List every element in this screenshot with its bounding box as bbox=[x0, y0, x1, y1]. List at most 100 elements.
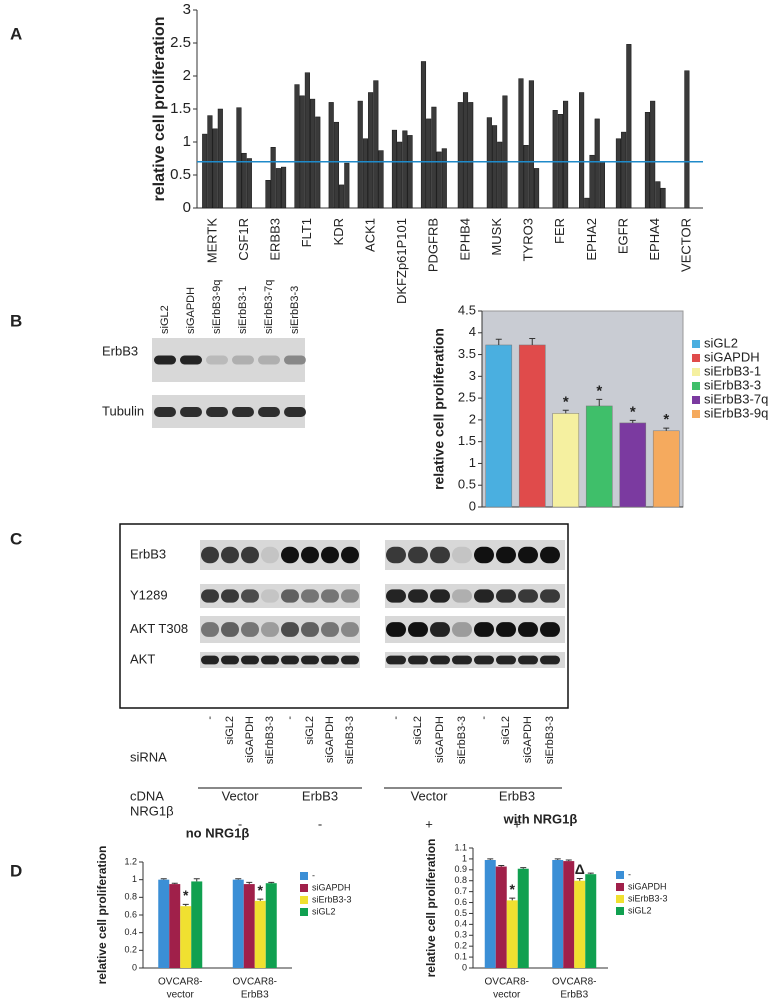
error-bar bbox=[509, 897, 516, 901]
legend-label: - bbox=[312, 870, 315, 880]
blot-band bbox=[430, 589, 450, 603]
legend-swatch bbox=[692, 354, 700, 362]
nrg-group: + bbox=[513, 816, 521, 831]
bar bbox=[294, 84, 300, 209]
legend-swatch bbox=[616, 883, 624, 891]
blot-band bbox=[518, 655, 538, 665]
bar bbox=[158, 879, 170, 968]
x-tick-label: MUSK bbox=[489, 218, 504, 256]
lane-label: siErbB3-3 bbox=[544, 716, 556, 764]
bar bbox=[517, 868, 529, 968]
bar bbox=[441, 148, 447, 209]
bar bbox=[304, 72, 310, 209]
y-tick-label: 2.5 bbox=[170, 34, 191, 51]
lane-label: siErbB3-9q bbox=[211, 280, 223, 334]
blot-band bbox=[281, 655, 299, 665]
bar bbox=[584, 197, 590, 209]
bar bbox=[506, 900, 518, 968]
blot-band bbox=[180, 407, 202, 417]
y-tick-label: 0 bbox=[469, 498, 476, 513]
y-axis-label: relative cell proliferation bbox=[151, 17, 168, 202]
blot-band bbox=[496, 546, 516, 564]
y-tick-label: 0.4 bbox=[124, 927, 137, 937]
lane-label: siGL2 bbox=[412, 716, 424, 745]
x-tick-label: ErbB3 bbox=[560, 990, 588, 1000]
lane-label: siGAPDH bbox=[324, 716, 336, 763]
blot-band bbox=[301, 622, 319, 637]
legend-label: siGAPDH bbox=[312, 882, 351, 892]
x-tick-label: DKFZp61P101 bbox=[394, 218, 409, 304]
y-tick-label: 0.5 bbox=[170, 166, 191, 183]
y-tick-label: 0.7 bbox=[454, 886, 467, 896]
legend-label: siErbB3-1 bbox=[704, 363, 761, 378]
bar bbox=[528, 80, 534, 209]
y-tick-label: 0.3 bbox=[454, 930, 467, 940]
x-tick-label: KDR bbox=[331, 218, 346, 245]
nrg-group: + bbox=[425, 816, 433, 831]
bar bbox=[518, 344, 546, 508]
x-tick-label: ACK1 bbox=[362, 218, 377, 252]
error-bar bbox=[587, 872, 594, 875]
bar bbox=[574, 880, 586, 968]
error-bar bbox=[565, 859, 572, 862]
blot-band bbox=[452, 622, 472, 637]
bar bbox=[563, 861, 575, 968]
bar bbox=[241, 152, 247, 209]
y-tick-label: 0.9 bbox=[454, 864, 467, 874]
blot-band bbox=[452, 546, 472, 564]
x-tick-label: vector bbox=[167, 990, 195, 1000]
blot-band bbox=[341, 655, 359, 665]
annotation: * bbox=[630, 403, 636, 420]
bar bbox=[191, 881, 203, 968]
bar bbox=[621, 131, 627, 209]
bar bbox=[552, 413, 580, 508]
blot-band bbox=[540, 589, 560, 603]
bar bbox=[495, 866, 507, 968]
x-tick-label: EPHB4 bbox=[457, 218, 472, 261]
annotation: * bbox=[510, 881, 516, 897]
lane-label: siErbB3-1 bbox=[237, 286, 249, 334]
blot-band bbox=[281, 589, 299, 603]
bar bbox=[397, 141, 403, 209]
bar bbox=[339, 184, 345, 209]
bar bbox=[468, 102, 474, 209]
panel-label: B bbox=[10, 311, 22, 330]
y-tick-label: 1.5 bbox=[170, 100, 191, 117]
lane-label: siErbB3-3 bbox=[344, 716, 356, 764]
blot-band bbox=[386, 546, 406, 564]
y-tick-label: 0.1 bbox=[454, 951, 467, 961]
plot-background bbox=[481, 310, 684, 508]
bar bbox=[254, 900, 266, 968]
blot-band bbox=[386, 589, 406, 603]
annotation: Δ bbox=[575, 861, 585, 877]
y-axis-label: relative cell proliferation bbox=[431, 328, 447, 490]
blot-band bbox=[474, 589, 494, 603]
blot-band bbox=[474, 655, 494, 665]
annotation: * bbox=[183, 887, 189, 903]
bar bbox=[552, 860, 564, 968]
blot-band bbox=[496, 589, 516, 603]
bar bbox=[328, 102, 334, 209]
y-tick-label: 0 bbox=[462, 962, 467, 972]
blot-band bbox=[261, 655, 279, 665]
blot-band bbox=[154, 355, 176, 365]
lane-label: siGL2 bbox=[304, 716, 316, 745]
bar bbox=[281, 166, 287, 209]
x-tick-label: VECTOR bbox=[679, 218, 694, 272]
blot-band bbox=[518, 546, 538, 564]
cdna-group: Vector bbox=[411, 788, 449, 803]
y-tick-label: 3.5 bbox=[458, 346, 476, 361]
y-tick-label: 1 bbox=[132, 874, 137, 884]
y-tick-label: 3 bbox=[183, 1, 191, 18]
bar bbox=[169, 884, 181, 968]
y-tick-label: 0.2 bbox=[454, 941, 467, 951]
y-tick-label: 0.2 bbox=[124, 945, 137, 955]
blot-band bbox=[474, 622, 494, 637]
x-tick-label: OVCAR8- bbox=[552, 977, 596, 988]
bar bbox=[180, 906, 192, 968]
blot-band bbox=[496, 622, 516, 637]
legend-label: siGAPDH bbox=[628, 881, 667, 891]
annotation: * bbox=[563, 393, 569, 410]
